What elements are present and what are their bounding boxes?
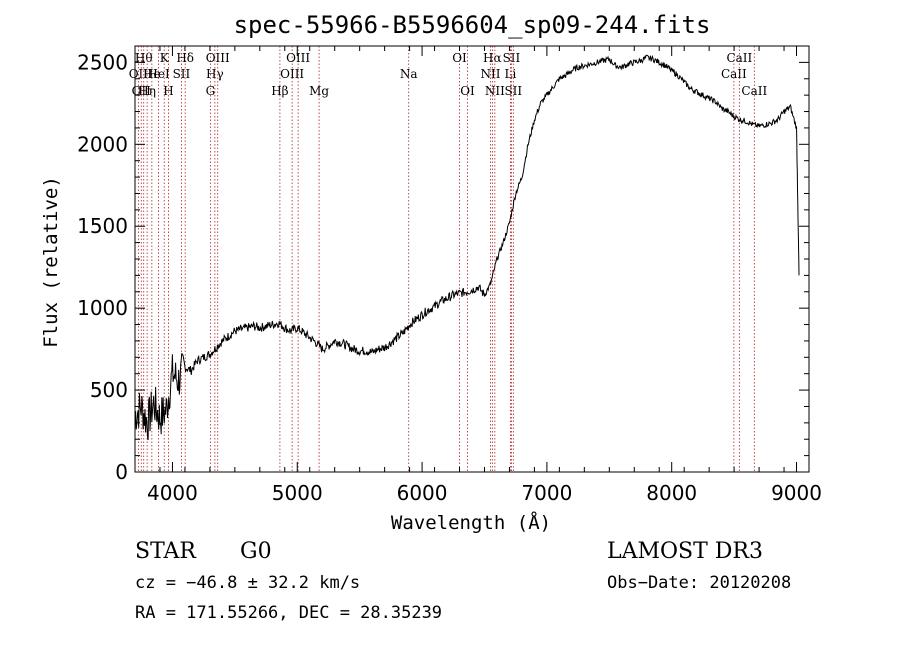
spectral-line-label: OII [132,84,152,98]
x-tick-label: 9000 [771,481,822,505]
y-axis-label: Flux (relative) [40,176,62,348]
spectral-line-label: OIII [280,67,304,81]
y-tick-label: 0 [115,460,128,484]
spectral-line-label: OI [452,51,467,65]
y-tick-label: 2000 [77,132,128,156]
survey-name: LAMOST DR3 [607,539,763,564]
spectral-line-label: Hη [138,84,156,98]
flux-series-line [134,54,800,441]
spectral-line-label: HeI [147,67,170,81]
x-tick-label: 5000 [272,481,323,505]
spectral-line-label: Li [505,67,517,81]
spectral-line-label: Hα [483,51,502,65]
spectral-line-label: OIII [206,51,230,65]
y-tick-label: 1000 [77,296,128,320]
chart-title: spec-55966-B5596604_sp09-244.fits [234,11,711,39]
plot-frame [134,45,810,473]
observation-date: Obs−Date: 20120208 [607,573,792,593]
x-tick-label: 8000 [646,481,697,505]
spectral-line-label: H [163,84,173,98]
spectral-line-label: Mg [309,84,329,98]
redshift-cz: cz = −46.8 ± 32.2 km/s [135,573,361,593]
spectral-line-label: SII [503,51,521,65]
spectral-line-label: Na [400,67,418,81]
y-tick-label: 1500 [77,214,128,238]
object-class: STAR [135,539,196,564]
spectral-line-label: K [160,51,170,65]
spectral-line-label: SII [504,84,522,98]
spectral-line-label: Hγ [206,67,224,81]
object-subclass: G0 [240,539,272,564]
spectral-line-label: OI [460,84,475,98]
ra-dec-coordinates: RA = 171.55266, DEC = 28.35239 [135,603,443,623]
spectral-line-label: Hθ [135,51,153,65]
spectral-line-label: CaII [721,67,747,81]
spectral-line-label: CaII [726,51,752,65]
spectral-line-label: G [206,84,216,98]
series-layer [134,54,800,441]
spectral-line-label: CaII [741,84,767,98]
spectral-line-label: Hδ [176,51,194,65]
spectral-line-label: OIII [286,51,310,65]
y-tick-label: 500 [90,378,128,402]
spectral-line-label: Hβ [271,84,288,98]
spectral-line-label: He [143,67,161,81]
spectral-lines-layer: OIIOIIHθHηHeHeIKHSIIHδGHγOIIIHβOIIIOIIIM… [129,46,767,472]
ticks-layer: 4000 5000 6000 7000 8000 9000 0 500 1000 1500 2000… [77,46,822,505]
y-tick-label: 2500 [77,50,128,74]
x-tick-label: 7000 [521,481,572,505]
x-axis-label: Wavelength (Å) [391,511,551,534]
x-tick-label: 4000 [147,481,198,505]
spectral-line-label: NII [485,84,505,98]
spectral-line-label: NII [480,67,500,81]
spectral-line-label: SII [173,67,191,81]
x-tick-label: 6000 [397,481,448,505]
